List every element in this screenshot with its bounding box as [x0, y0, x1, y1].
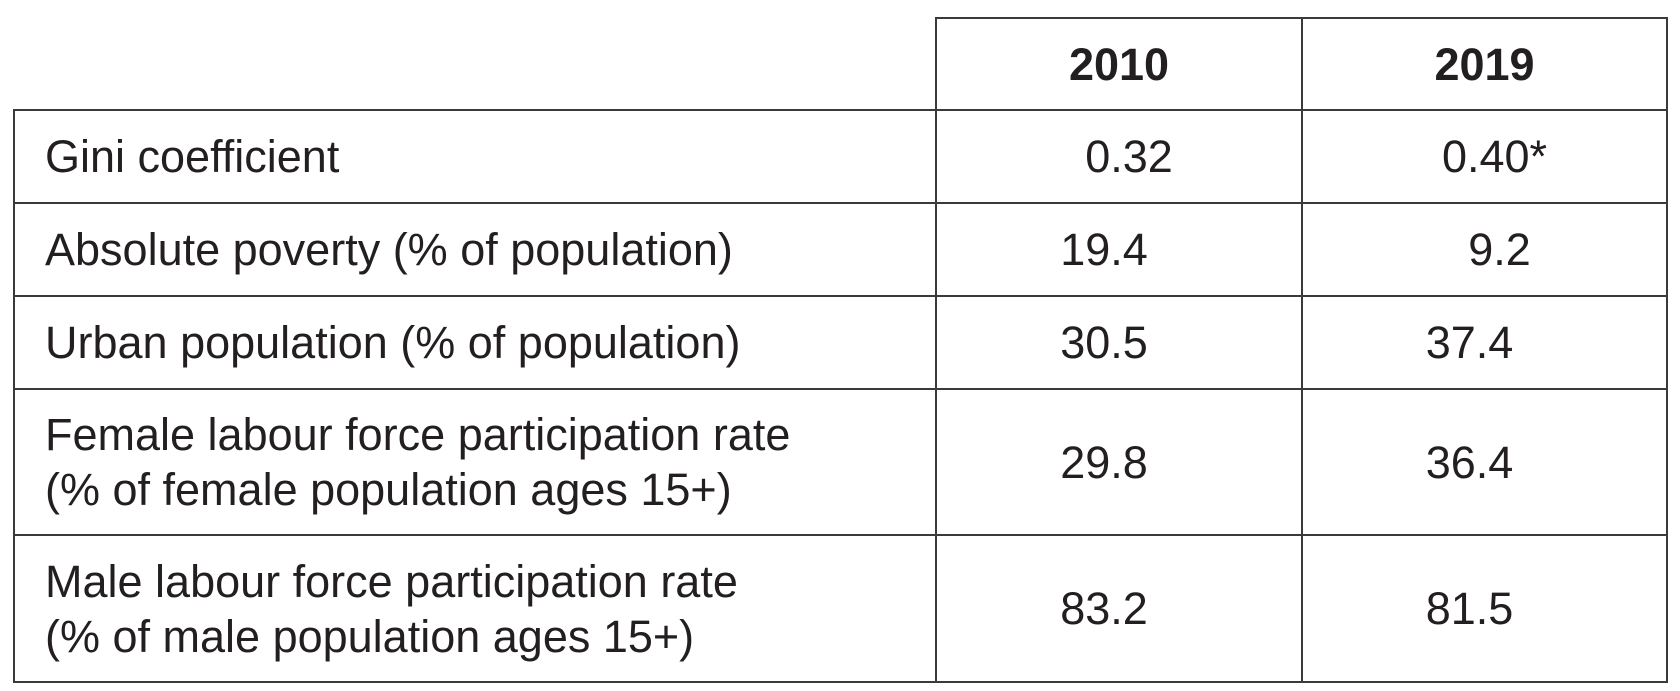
row-label-text: Urban population (% of population) [45, 317, 741, 368]
cell-poverty-2010: 19.4 [1060, 224, 1148, 275]
cell-female-labour-2019: 36.4 [1425, 436, 1514, 488]
row-label-text: Gini coefficient [45, 131, 340, 182]
row-label-absolute-poverty: Absolute poverty (% of population) [15, 204, 935, 295]
rule-row-2 [13, 295, 1668, 297]
cell-urban-2019: 37.4 [1425, 317, 1514, 368]
row-label-female-labour: Female labour force participation rate (… [15, 390, 935, 534]
rule-col-1 [935, 17, 937, 683]
cell-poverty-2019: 9.2 [1468, 224, 1531, 275]
cell-gini-2019: 0.40* [1441, 131, 1548, 182]
rule-left [13, 109, 15, 683]
row-label-urban-population: Urban population (% of population) [15, 297, 935, 388]
cell-male-labour-2010: 83.2 [1060, 583, 1148, 634]
row-label-male-labour: Male labour force participation rate (% … [15, 536, 935, 681]
cell-gini-2010: 0.32 [1085, 131, 1173, 182]
rule-col-2 [1301, 17, 1303, 683]
row-label-text: Female labour force participation rate (… [45, 409, 791, 515]
cell-female-labour-2010: 29.8 [1060, 436, 1148, 488]
rule-header-bottom [13, 109, 1668, 111]
rule-row-4 [13, 534, 1668, 536]
row-label-text: Male labour force participation rate (% … [45, 555, 738, 662]
rule-row-1 [13, 202, 1668, 204]
column-header-2019: 2019 [1434, 38, 1535, 90]
column-header-2010: 2010 [1068, 38, 1170, 90]
rule-bottom [13, 681, 1668, 683]
row-label-text: Absolute poverty (% of population) [45, 224, 733, 275]
cell-urban-2010: 30.5 [1060, 317, 1148, 368]
row-label-gini: Gini coefficient [15, 111, 935, 202]
rule-row-3 [13, 388, 1668, 390]
rule-right [1666, 17, 1668, 683]
cell-male-labour-2019: 81.5 [1425, 583, 1514, 634]
